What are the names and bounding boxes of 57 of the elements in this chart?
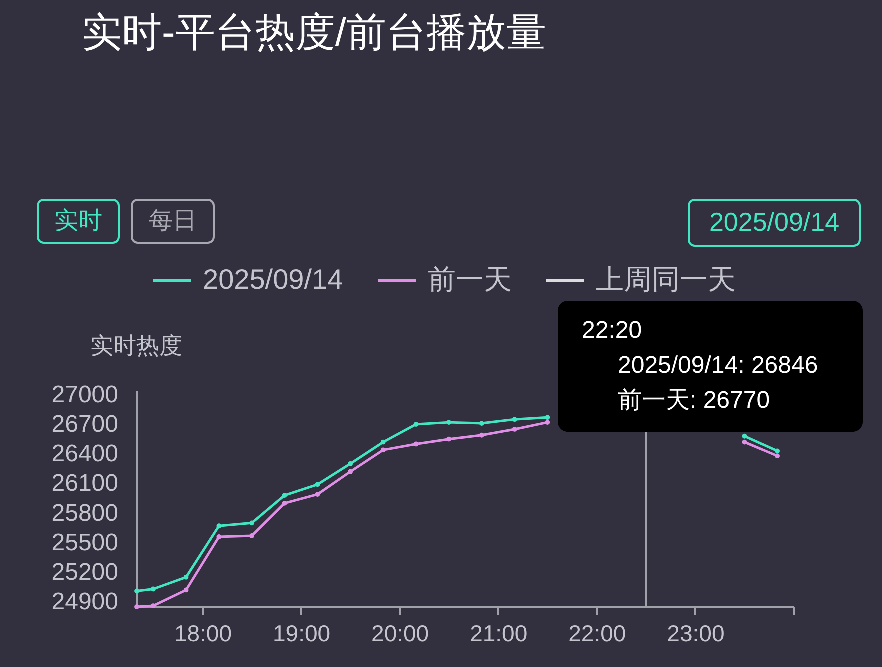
y-tick-label: 25500 (52, 529, 118, 556)
x-tick-label: 21:00 (470, 620, 528, 646)
point (315, 482, 320, 488)
point (134, 588, 140, 594)
y-tick-label: 25800 (52, 500, 118, 527)
point (282, 500, 288, 506)
point (775, 448, 780, 454)
point (479, 421, 484, 426)
point (414, 422, 419, 427)
x-tick-label: 19:00 (272, 620, 331, 646)
y-tick-label: 25200 (52, 558, 118, 586)
point (134, 604, 140, 610)
text: 2025/09/14 (709, 207, 840, 237)
point (348, 462, 353, 466)
point (250, 534, 254, 538)
point (151, 604, 156, 608)
point (216, 524, 222, 529)
x-tick-label: 18:00 (174, 620, 232, 646)
point (742, 434, 748, 439)
point (512, 417, 518, 422)
x-tick-label: 22:00 (568, 620, 626, 646)
point (282, 493, 288, 498)
legend-label: 上周同一天 (596, 264, 736, 295)
y-tick-label: 24900 (52, 588, 118, 616)
point (216, 534, 222, 540)
legend-label: 前一天 (428, 264, 512, 295)
x-tick-label: 23:00 (667, 620, 725, 646)
text: 每日 (149, 208, 197, 234)
point (545, 415, 550, 420)
point (414, 442, 419, 447)
point (184, 588, 189, 593)
y-tick-label: 26400 (52, 440, 118, 468)
point (315, 492, 320, 498)
point (742, 440, 748, 445)
point (151, 586, 156, 592)
point (184, 574, 189, 580)
x-tick-label: 20:00 (372, 620, 430, 646)
point (512, 427, 518, 432)
point (545, 420, 550, 426)
y-tick-label: 26100 (52, 470, 118, 498)
text: 22:20 (582, 317, 642, 344)
point (380, 448, 386, 453)
chart-title: 实时-平台热度/前台播放量 (82, 11, 546, 55)
text: 2025/09/14: 26846 (618, 352, 818, 379)
y-tick-label: 27000 (52, 381, 118, 408)
y-axis-title: 实时热度 (90, 332, 182, 358)
legend-label: 2025/09/14 (203, 264, 344, 295)
point (446, 436, 452, 442)
point (380, 440, 386, 445)
point (348, 469, 353, 474)
point (479, 432, 484, 438)
text: 实时 (54, 208, 102, 234)
point (446, 420, 452, 426)
point (775, 454, 780, 459)
annotation: 前一天: 26770 (618, 387, 770, 414)
point (250, 520, 254, 526)
y-tick-label: 26700 (52, 411, 118, 438)
